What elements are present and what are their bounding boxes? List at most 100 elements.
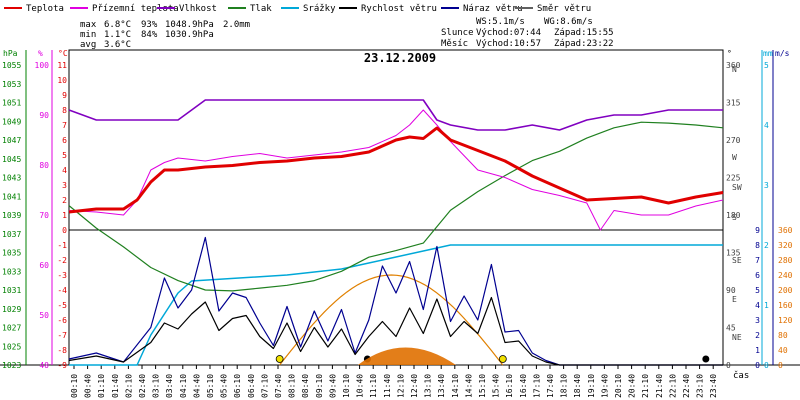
- x-tick-label: 01:10: [97, 374, 106, 398]
- x-tick-label: 09:40: [328, 374, 337, 398]
- x-tick-label: 18:40: [573, 374, 582, 398]
- direction-tick: 45: [726, 324, 736, 333]
- x-tick-label: 21:40: [655, 374, 664, 398]
- unit-percent: %: [38, 49, 43, 58]
- x-tick-label: 18:10: [560, 374, 569, 398]
- hpa-tick: 1051: [2, 99, 21, 108]
- temp-tick: -9: [57, 361, 67, 370]
- temp-tick: -4: [57, 286, 67, 295]
- pct-tick: 50: [39, 311, 49, 320]
- temp-tick: -1: [57, 241, 67, 250]
- temp-tick: 9: [62, 91, 67, 100]
- hpa-tick: 1041: [2, 192, 21, 201]
- ms-tick: 6: [755, 271, 760, 280]
- x-tick-label: 16:10: [505, 374, 514, 398]
- temp-tick: -8: [57, 346, 67, 355]
- x-tick-label: 08:40: [301, 374, 310, 398]
- sun-tick: 120: [778, 316, 793, 325]
- unit-hpa: hPa: [3, 49, 18, 58]
- temp-tick: 2: [62, 196, 67, 205]
- x-tick-label: 00:10: [70, 374, 79, 398]
- ms-tick: 1: [755, 346, 760, 355]
- x-tick-label: 00:40: [84, 374, 93, 398]
- direction-tick: 0: [726, 361, 731, 370]
- x-tick-label: 22:40: [682, 374, 691, 398]
- x-tick-label: 04:40: [192, 374, 201, 398]
- x-tick-label: 17:40: [546, 374, 555, 398]
- direction-name: NE: [732, 333, 742, 342]
- stat-min-hum: 84%: [141, 30, 158, 40]
- unit-deg: °: [727, 49, 732, 58]
- direction-name: W: [732, 153, 737, 162]
- stat-avg-temp: 3.6°C: [104, 40, 131, 50]
- legend-label: Náraz větru: [463, 4, 523, 14]
- x-tick-label: 21:10: [641, 374, 650, 398]
- mm-tick: 1: [764, 301, 769, 310]
- ms-tick: 4: [755, 301, 760, 310]
- temp-tick: 4: [62, 166, 67, 175]
- x-tick-label: 10:40: [356, 374, 365, 398]
- direction-tick: 90: [726, 286, 736, 295]
- sun-tick: 280: [778, 256, 793, 265]
- direction-name: SE: [732, 256, 742, 265]
- x-tick-label: 02:40: [138, 374, 147, 398]
- mm-tick: 3: [764, 181, 769, 190]
- x-tick-label: 02:10: [124, 374, 133, 398]
- stat-max-temp: 6.8°C: [104, 20, 131, 30]
- series-rychlost-v-tru: [68, 296, 723, 366]
- x-tick-label: 06:40: [247, 374, 256, 398]
- sun-elevation-line: [279, 274, 504, 366]
- direction-tick: 180: [726, 211, 741, 220]
- ms-tick: 2: [755, 331, 760, 340]
- ms-tick: 9: [755, 226, 760, 235]
- mm-tick: 0: [764, 361, 769, 370]
- x-tick-label: 23:40: [709, 374, 718, 398]
- pct-tick: 40: [39, 361, 49, 370]
- stat-avg-label: avg: [80, 40, 96, 50]
- temp-tick: 6: [62, 136, 67, 145]
- pct-tick: 60: [39, 261, 49, 270]
- chart-title: 23.12.2009: [364, 51, 436, 65]
- series-sr-ky: [69, 244, 723, 366]
- temp-tick: 5: [62, 151, 67, 160]
- series-n-raz-v-tru: [68, 236, 723, 366]
- temp-tick: 8: [62, 106, 67, 115]
- series-p-zemn-teplota: [68, 109, 724, 231]
- legend-label: Tlak: [250, 4, 272, 14]
- x-tick-label: 13:40: [437, 374, 446, 398]
- x-tick-label: 12:40: [410, 374, 419, 398]
- unit-celsius: °C: [58, 49, 68, 58]
- stat-min-press: 1030.9hPa: [165, 30, 214, 40]
- wind-gust: WG:8.6m/s: [544, 17, 593, 27]
- direction-tick: 270: [726, 136, 741, 145]
- wind-speed: WS:5.1m/s: [476, 17, 525, 27]
- x-tick-label: 05:40: [220, 374, 229, 398]
- hpa-tick: 1045: [2, 155, 21, 164]
- legend-label: Srážky: [303, 4, 336, 14]
- mm-tick: 2: [764, 241, 769, 250]
- x-tick-label: 01:40: [111, 374, 120, 398]
- x-tick-label: 19:10: [587, 374, 596, 398]
- hpa-tick: 1049: [2, 117, 21, 126]
- x-tick-label: 11:40: [383, 374, 392, 398]
- hpa-tick: 1043: [2, 174, 21, 183]
- hpa-tick: 1047: [2, 136, 21, 145]
- sun-tick: 360: [778, 226, 793, 235]
- sun-rise: Východ:07:44: [476, 28, 541, 38]
- temp-tick: -5: [57, 301, 67, 310]
- sunset-marker: [498, 355, 507, 363]
- direction-name: N: [732, 65, 737, 74]
- sun-set: Západ:15:55: [554, 28, 614, 38]
- sun-tick: 80: [778, 331, 788, 340]
- direction-name: SW: [732, 183, 742, 192]
- x-tick-label: 07:40: [274, 374, 283, 398]
- direction-name: E: [732, 295, 737, 304]
- ms-tick: 7: [755, 256, 760, 265]
- ms-tick: 5: [755, 286, 760, 295]
- temp-tick: -7: [57, 331, 67, 340]
- x-tick-label: 04:10: [179, 374, 188, 398]
- info-block: max 6.8°C 93% 1048.9hPa 2.0mm min 1.1°C 84% 1030…: [80, 17, 614, 50]
- x-tick-label: 03:40: [165, 374, 174, 398]
